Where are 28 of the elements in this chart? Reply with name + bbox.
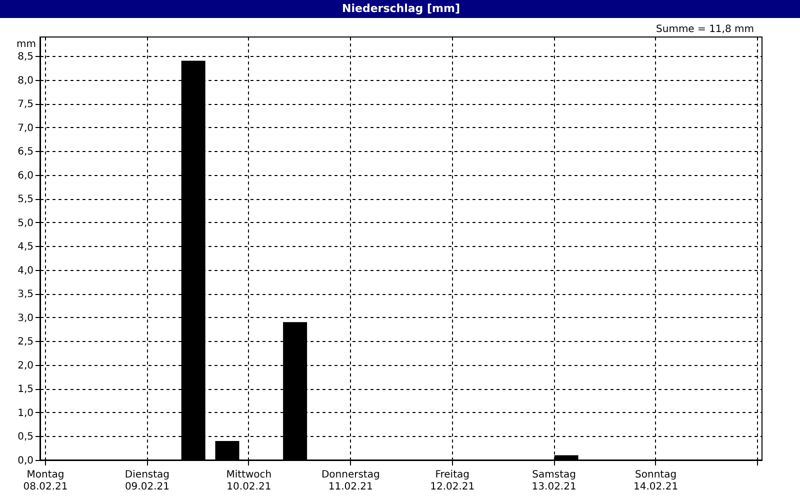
y-tick-label: 0,5 <box>18 432 34 443</box>
chart-title: Niederschlag [mm] <box>342 2 460 15</box>
y-tick-label: 6,0 <box>18 170 34 182</box>
y-axis-title: mm <box>16 39 36 50</box>
y-tick-label: 5,0 <box>18 218 34 229</box>
y-tick-label: 4,5 <box>18 242 34 253</box>
x-tick-label: Mittwoch 10.02.21 <box>226 470 272 492</box>
y-tick-label: 8,5 <box>18 52 34 63</box>
y-tick-label: 5,5 <box>18 194 34 206</box>
y-tick-label: 6,5 <box>18 146 34 158</box>
y-tick-label: 1,0 <box>18 408 34 419</box>
y-tick-label: 7,5 <box>18 99 34 110</box>
text: Summe = 11,8 mm <box>656 24 754 35</box>
x-tick-label: Donnerstag 11.02.21 <box>321 470 380 492</box>
y-tick-label: 2,0 <box>18 360 34 372</box>
y-tick-label: 2,5 <box>18 336 34 348</box>
y-tick-label: 1,5 <box>18 384 34 396</box>
y-tick-label: 4,0 <box>18 265 34 276</box>
y-tick-label: 7,0 <box>18 122 34 134</box>
x-tick-label: Samstag 13.02.21 <box>532 470 576 492</box>
x-tick-label: Freitag 12.02.21 <box>430 470 475 492</box>
x-tick-label: Sonntag 14.02.21 <box>634 470 678 492</box>
y-tick-label: 3,5 <box>18 289 34 300</box>
y-tick-label: 3,0 <box>18 312 34 324</box>
y-tick-label: 8,0 <box>18 75 34 86</box>
y-tick-label: 0,0 <box>18 456 34 466</box>
x-tick-label: Dienstag 09.02.21 <box>124 470 170 492</box>
x-tick-label: Montag 08.02.21 <box>23 470 68 492</box>
